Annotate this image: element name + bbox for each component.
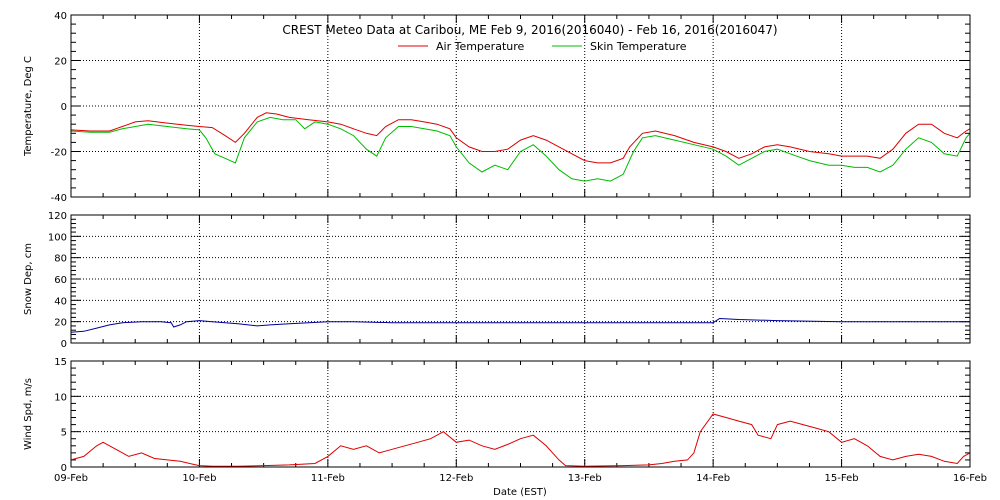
series-line	[70, 112, 971, 164]
series-line	[70, 413, 971, 467]
y-tick-label: 100	[48, 232, 67, 243]
legend-label: Air Temperature	[436, 40, 525, 53]
x-axis-label: Date (EST)	[493, 487, 547, 498]
y-tick-label: 120	[48, 211, 67, 222]
y-tick-label: 40	[54, 296, 67, 307]
y-tick-label: 10	[54, 392, 67, 403]
y-tick-label: 20	[54, 57, 67, 68]
y-tick-label: 5	[61, 428, 67, 439]
y-axis-label: Wind Spd, m/s	[23, 378, 34, 450]
series-line	[70, 116, 971, 182]
y-tick-label: 15	[54, 357, 67, 368]
y-tick-label: -40	[51, 193, 67, 204]
x-tick-label: 12-Feb	[439, 473, 473, 484]
y-tick-label: 0	[61, 102, 67, 113]
legend-label: Skin Temperature	[590, 40, 687, 53]
y-tick-label: -20	[51, 148, 67, 159]
y-tick-label: 60	[54, 275, 67, 286]
x-tick-label: 16-Feb	[953, 473, 987, 484]
y-tick-label: 0	[61, 463, 67, 474]
y-axis-label: Temperature, Deg C	[23, 56, 34, 157]
y-tick-label: 20	[54, 318, 67, 329]
y-tick-label: 80	[54, 254, 67, 265]
x-tick-label: 14-Feb	[696, 473, 730, 484]
x-tick-label: 11-Feb	[311, 473, 345, 484]
plot-frame	[70, 360, 971, 468]
series-line	[70, 317, 970, 333]
chart-title: CREST Meteo Data at Caribou, ME Feb 9, 2…	[282, 23, 777, 37]
x-tick-label: 13-Feb	[568, 473, 602, 484]
y-tick-label: 40	[54, 11, 67, 22]
plot-frame	[70, 14, 971, 198]
x-tick-label: 09-Feb	[54, 473, 88, 484]
y-tick-label: 0	[61, 339, 67, 350]
y-axis-label: Snow Dep, cm	[23, 243, 34, 315]
x-tick-label: 15-Feb	[825, 473, 859, 484]
x-tick-label: 10-Feb	[182, 473, 216, 484]
plot-frame	[70, 214, 971, 344]
